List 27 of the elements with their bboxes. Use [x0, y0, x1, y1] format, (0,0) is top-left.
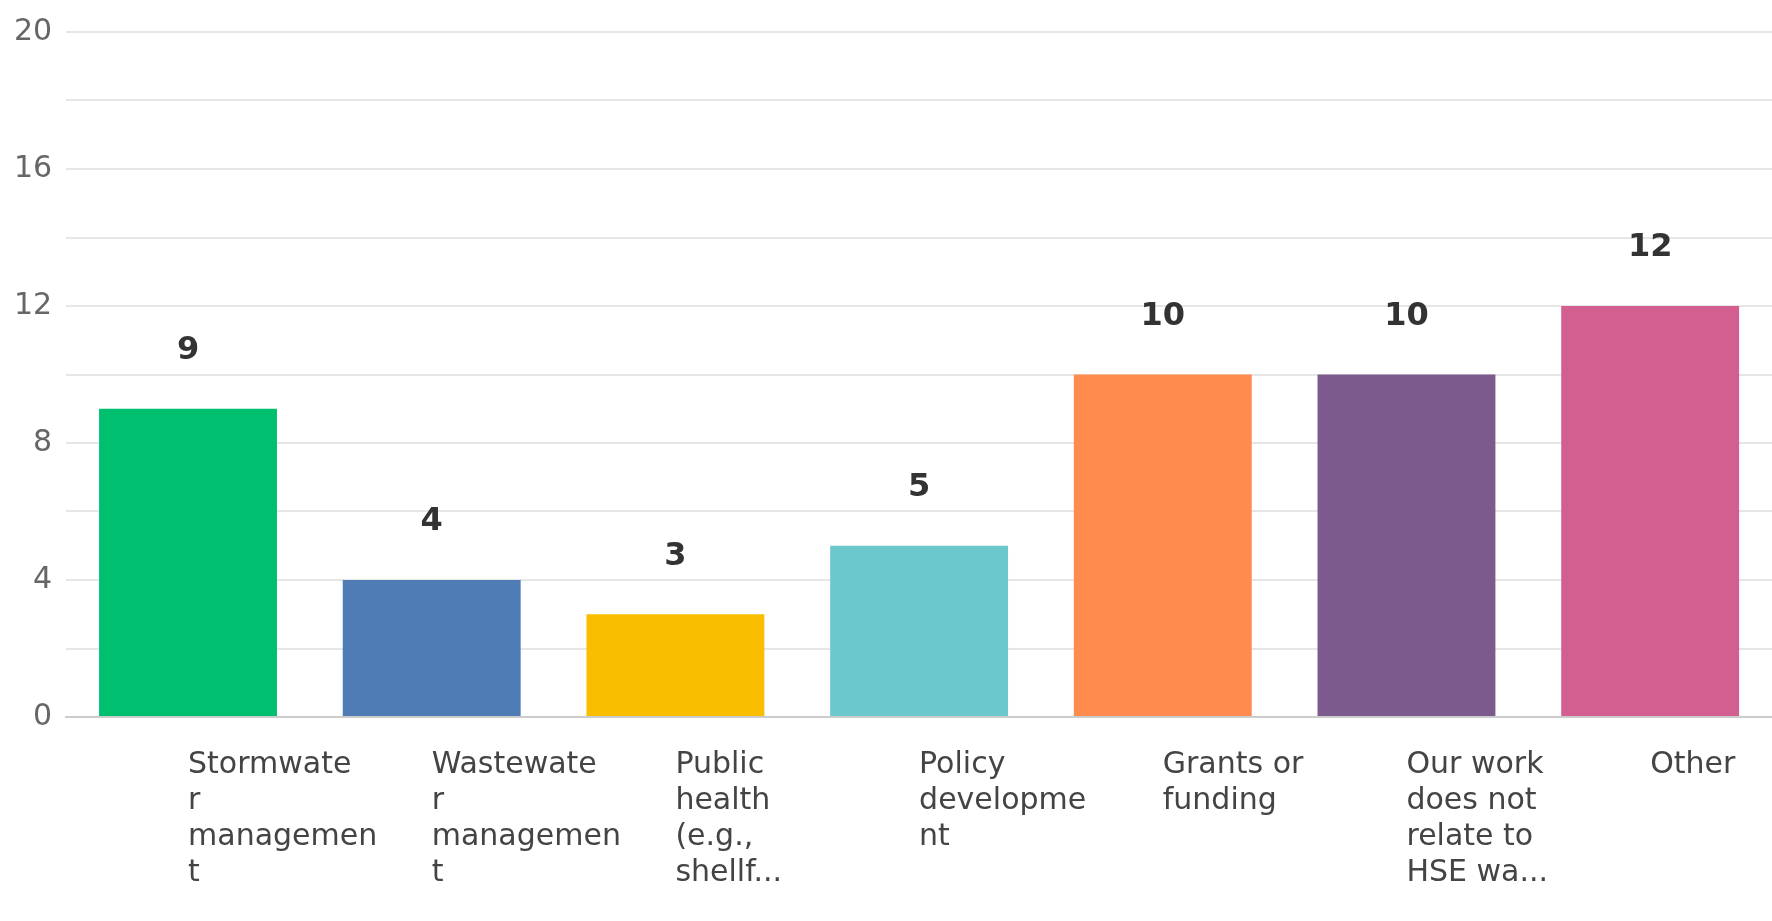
data-label: 10: [1140, 294, 1186, 333]
data-label: 5: [907, 466, 931, 505]
bar: [99, 408, 277, 716]
data-label: 9: [176, 329, 200, 368]
y-tick-label: 12: [13, 285, 53, 321]
bar: [1561, 306, 1740, 716]
y-tick-label: 0: [33, 696, 53, 732]
x-tick-label: Other: [1650, 744, 1736, 780]
y-tick-label: 4: [33, 559, 53, 595]
x-tick-label: Stormwater management: [188, 744, 378, 888]
y-tick-label: 16: [13, 148, 53, 184]
y-tick-label: 20: [13, 11, 53, 47]
bar: [342, 580, 521, 716]
data-label: 3: [664, 534, 687, 573]
x-tick-label: Wastewater management: [431, 744, 621, 888]
bar: [830, 545, 1009, 716]
x-tick-label: Grants or funding: [1162, 744, 1305, 816]
data-label: 10: [1384, 294, 1429, 333]
x-tick-label: Our work does not relate to HSE wa...: [1406, 744, 1549, 888]
y-tick-label: 8: [33, 422, 53, 458]
bar: [586, 614, 765, 716]
bar: [1317, 374, 1496, 716]
bar: [1073, 374, 1252, 716]
data-label: 4: [420, 500, 443, 539]
x-tick-label: Public health (e.g., shellf...: [675, 744, 783, 888]
x-tick-label: Policy development: [919, 744, 1087, 852]
data-label: 12: [1627, 226, 1673, 265]
